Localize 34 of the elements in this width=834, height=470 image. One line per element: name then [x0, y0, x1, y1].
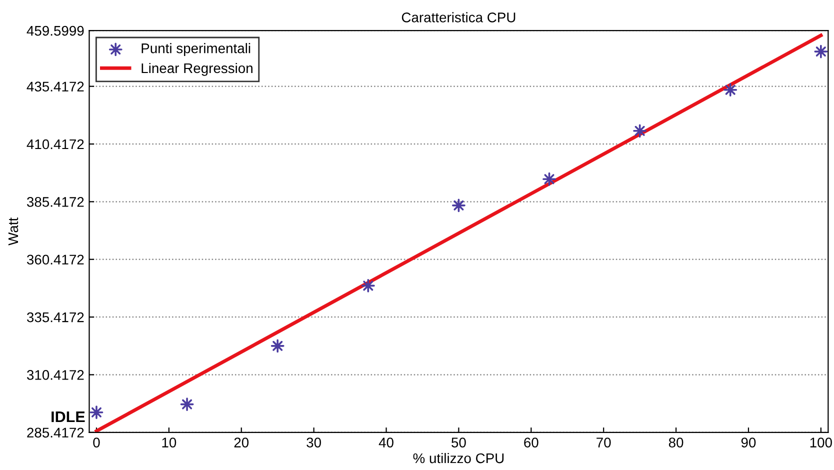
annotation: IDLE — [52, 412, 85, 422]
x-tick-label: 80 — [668, 438, 684, 448]
y-tick-label: 459.5999 — [26, 26, 84, 36]
y-axis-title: Watt — [8, 218, 18, 246]
x-tick-label: 40 — [378, 438, 394, 448]
y-tick-label: 435.4172 — [26, 82, 84, 92]
point — [361, 278, 375, 292]
point — [452, 198, 466, 212]
x-tick-label: 70 — [596, 438, 611, 448]
point — [633, 124, 647, 138]
point — [180, 398, 194, 412]
chart-title: Caratteristica CPU — [402, 12, 516, 22]
x-tick-label: 90 — [741, 438, 756, 448]
x-tick-label: 10 — [162, 438, 176, 448]
point — [542, 172, 556, 186]
y-tick-label: 410.4172 — [26, 139, 84, 150]
x-tick-label: 30 — [306, 438, 321, 448]
x-tick-label: 50 — [452, 438, 466, 448]
point — [814, 44, 828, 58]
legend-label: Linear Regression — [142, 62, 252, 76]
x-tick-label: 0 — [93, 438, 100, 448]
x-tick-label: 100 — [810, 438, 832, 448]
point — [90, 406, 104, 420]
x-axis-title: % utilizzo CPU — [413, 452, 504, 464]
x-tick-label: 60 — [524, 438, 538, 448]
y-tick-label: 335.4172 — [26, 312, 84, 322]
y-tick-label: 385.4172 — [26, 197, 84, 207]
y-tick-label: 285.4172 — [27, 428, 84, 438]
x-tick-label: 20 — [234, 438, 249, 448]
y-tick-label: 360.4172 — [26, 254, 84, 265]
legend-label: Punti sperimentali — [142, 43, 250, 56]
point — [724, 83, 738, 97]
y-tick-label: 310.4172 — [26, 370, 84, 380]
point — [270, 339, 284, 353]
